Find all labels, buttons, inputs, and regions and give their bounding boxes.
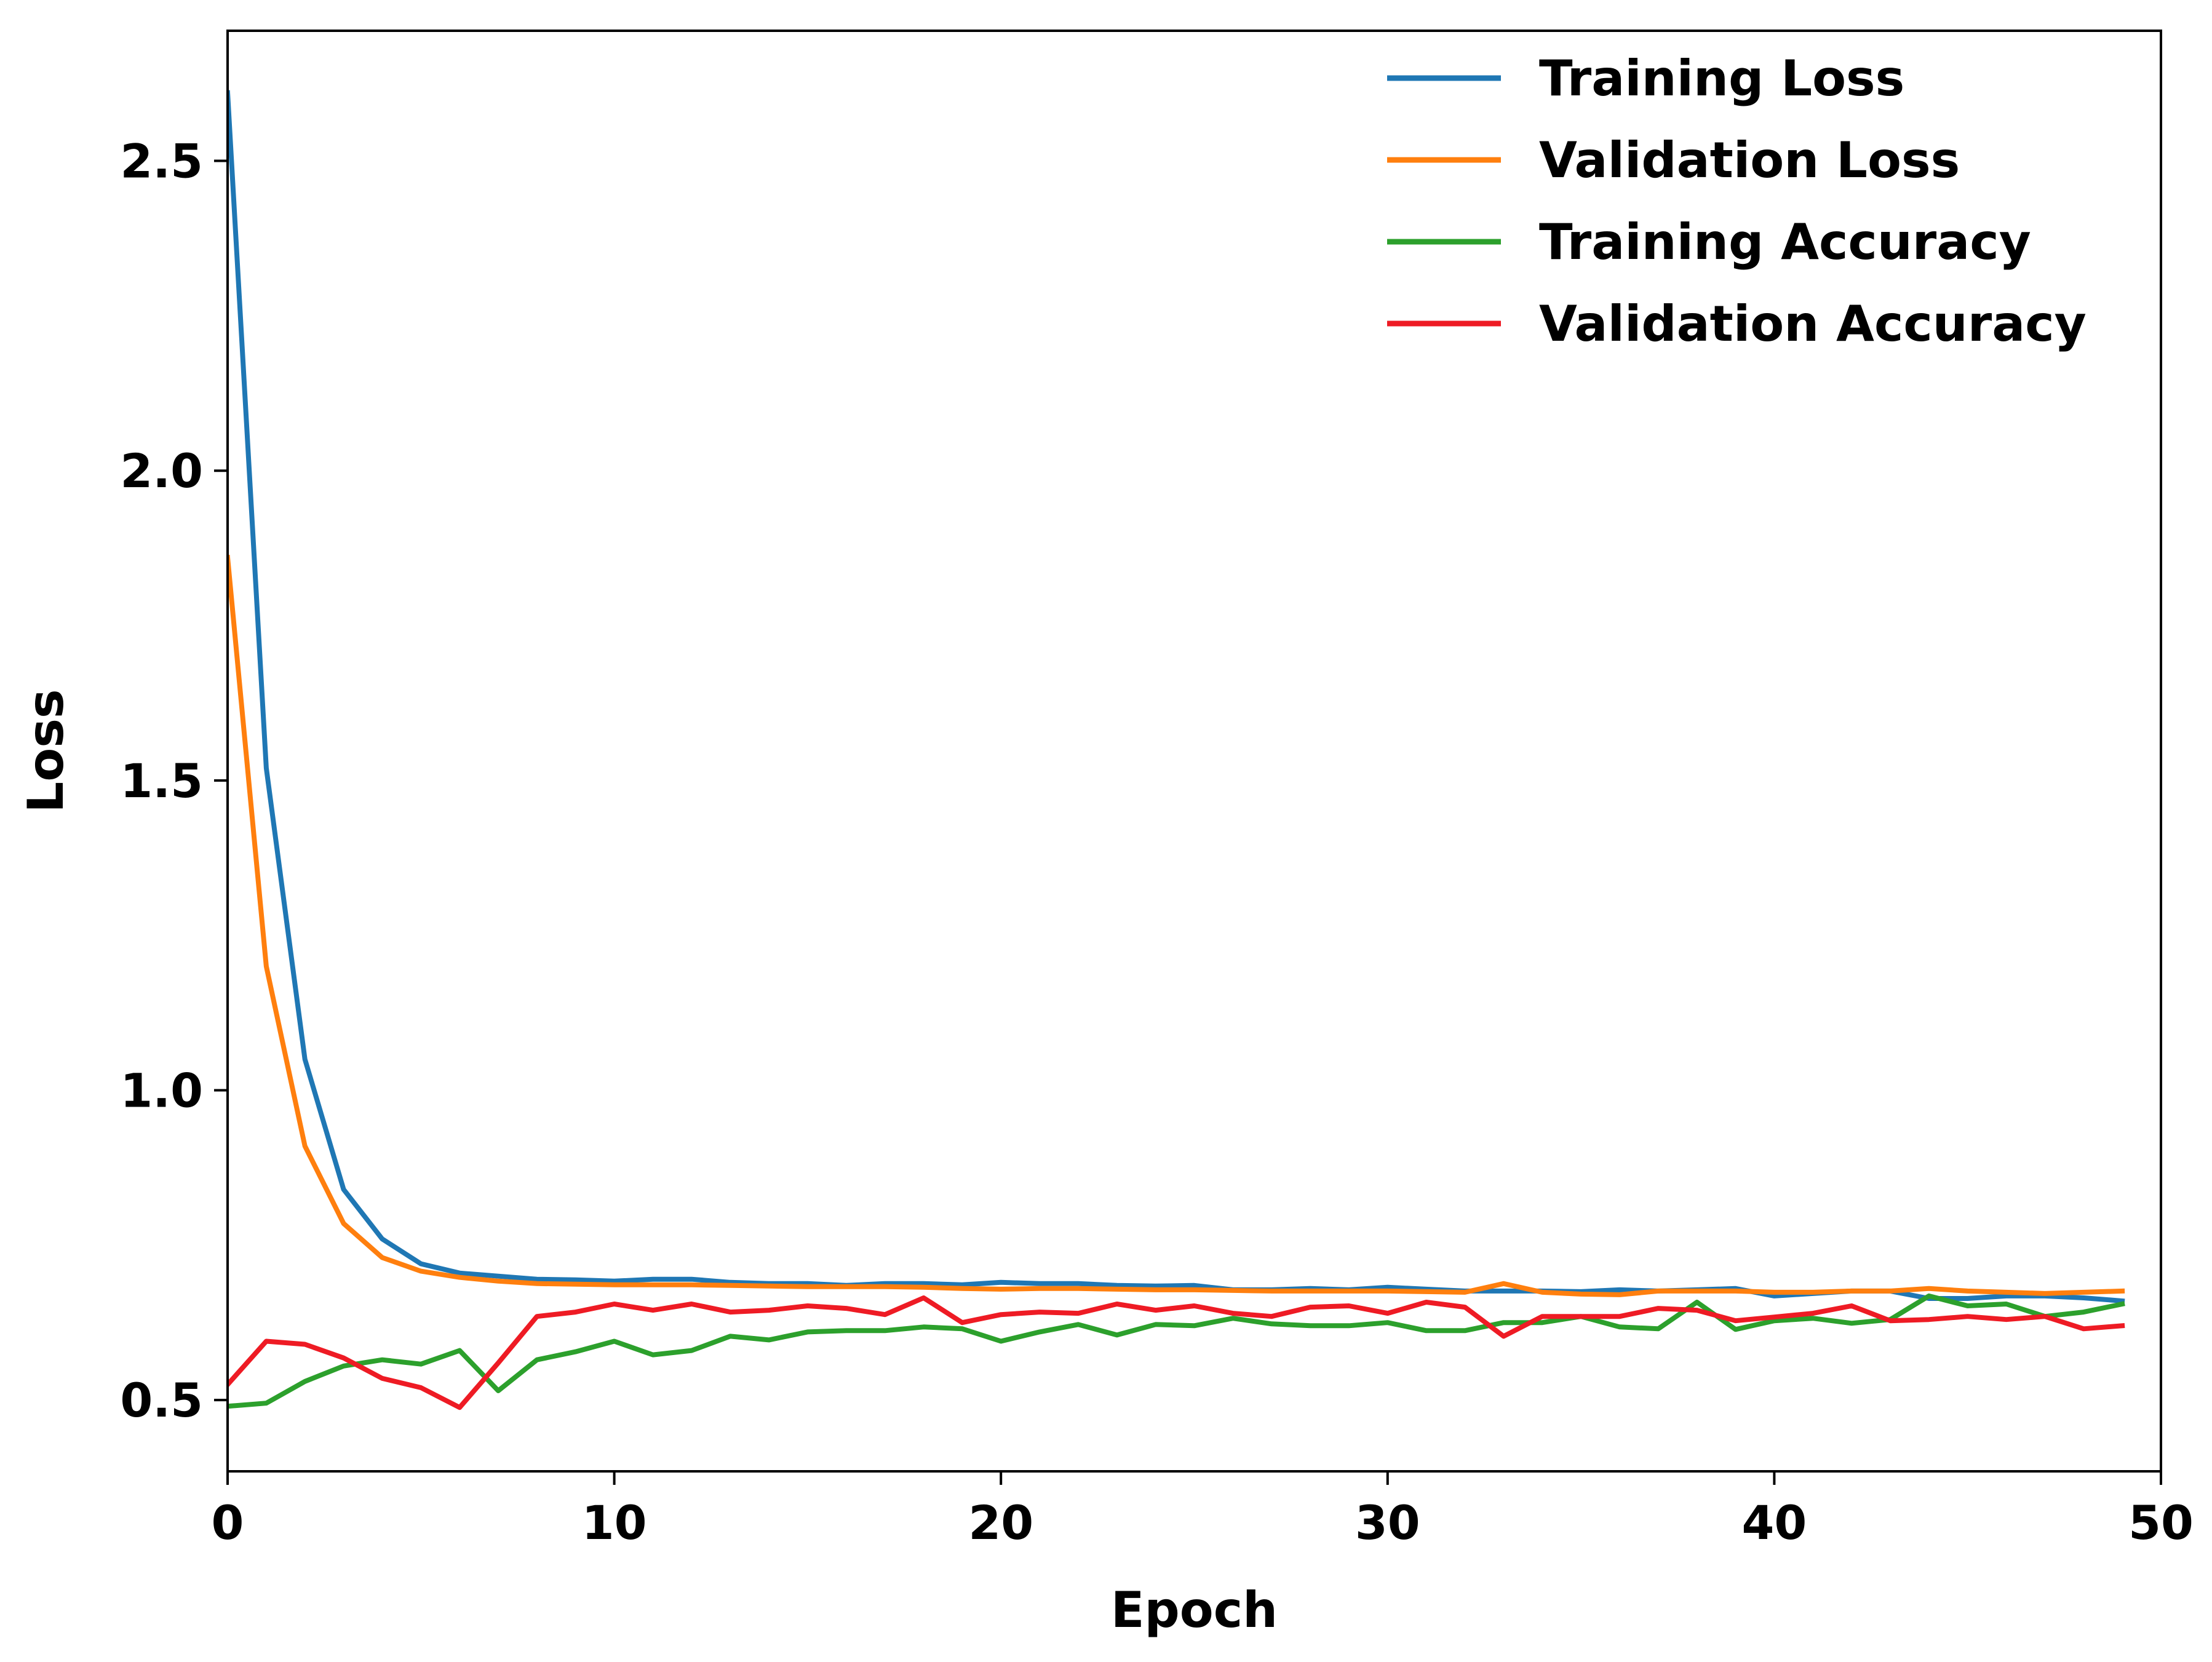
x-tick-label: 30 xyxy=(1355,1495,1420,1550)
legend-label: Training Loss xyxy=(1539,50,1904,107)
legend: Training Loss Validation Loss Training Acc… xyxy=(1387,50,2087,352)
x-axis-title: Epoch xyxy=(1111,1581,1278,1639)
series-line-training-accuracy xyxy=(228,1293,2125,1409)
y-axis-ticks: 0.5 1.0 1.5 2.0 2.5 xyxy=(120,134,228,1428)
y-tick-label: 0.5 xyxy=(120,1373,203,1428)
x-tick-label: 0 xyxy=(212,1495,244,1550)
y-tick-label: 1.0 xyxy=(120,1064,203,1118)
series-line-validation-loss xyxy=(228,554,2125,1297)
legend-label: Validation Loss xyxy=(1539,132,1960,189)
y-tick-label: 2.5 xyxy=(120,134,203,189)
y-tick-label: 2.0 xyxy=(120,443,203,498)
y-axis-title: Loss xyxy=(17,689,74,813)
legend-label: Training Accuracy xyxy=(1539,213,2031,271)
legend-label: Validation Accuracy xyxy=(1539,295,2087,352)
x-tick-label: 20 xyxy=(968,1495,1033,1550)
x-tick-label: 50 xyxy=(2128,1495,2194,1550)
y-tick-label: 1.5 xyxy=(120,753,203,808)
x-tick-label: 10 xyxy=(582,1495,647,1550)
series-line-validation-accuracy xyxy=(228,1295,2125,1410)
x-axis-ticks: 0 10 20 30 40 50 xyxy=(212,1471,2194,1550)
x-tick-label: 40 xyxy=(1742,1495,1807,1550)
plot-area-frame xyxy=(226,30,2162,1473)
series-layer xyxy=(228,90,2125,1410)
